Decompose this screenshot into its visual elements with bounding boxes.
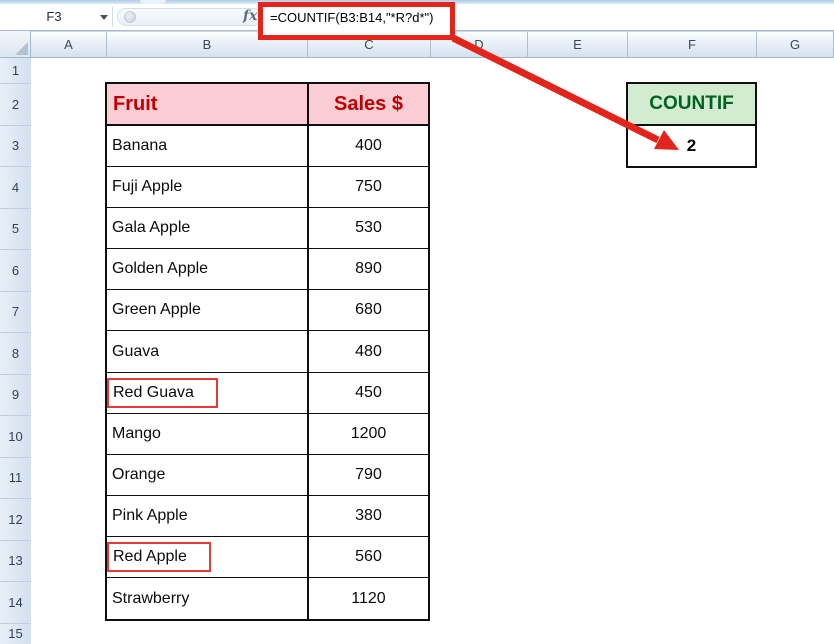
row-header-11[interactable]: 11: [0, 457, 31, 499]
sales-cell[interactable]: 400: [307, 126, 428, 167]
table-row: Gala Apple 530: [107, 208, 428, 250]
match-highlight-box: Red Apple: [107, 541, 211, 572]
select-all-triangle-icon: [15, 42, 28, 55]
countif-result-box: COUNTIF 2: [626, 82, 757, 168]
fruit-cell[interactable]: Mango: [112, 424, 161, 442]
table-row: Green Apple 680: [107, 290, 428, 332]
pill-circle-icon: [124, 11, 136, 23]
ribbon-tab-edge: [140, 0, 166, 4]
fruit-header-cell[interactable]: Fruit: [113, 92, 158, 115]
countif-label-cell[interactable]: COUNTIF: [628, 84, 755, 126]
row-header-2[interactable]: 2: [0, 84, 31, 126]
table-row: Orange 790: [107, 454, 428, 496]
fruit-cell[interactable]: Pink Apple: [112, 506, 188, 524]
sales-cell[interactable]: 1200: [307, 413, 428, 454]
formula-input[interactable]: =COUNTIF(B3:B14,"*R?d*"): [270, 10, 434, 25]
table-row: Mango 1200: [107, 413, 428, 455]
fruit-cell[interactable]: Strawberry: [112, 589, 190, 607]
row-header-5[interactable]: 5: [0, 208, 31, 250]
fruit-cell[interactable]: Banana: [112, 137, 168, 155]
fruit-cell[interactable]: Fuji Apple: [112, 178, 183, 196]
row-header-1[interactable]: 1: [0, 58, 31, 84]
sales-cell[interactable]: 750: [307, 167, 428, 208]
sales-cell[interactable]: 680: [307, 290, 428, 331]
countif-value-cell[interactable]: 2: [686, 136, 697, 155]
fruit-cell[interactable]: Green Apple: [112, 301, 201, 319]
row-header-column: 1 2 3 4 5 6 7 8 9 10 11 12 13 14 15: [0, 58, 31, 644]
sales-cell[interactable]: 890: [307, 249, 428, 290]
function-pill: [117, 8, 262, 26]
table-row: Red Guava 450: [107, 372, 428, 414]
fruit-sales-table: Fruit Sales $ Banana 400 Fuji Apple 750 Gala…: [105, 82, 430, 622]
row-header-14[interactable]: 14: [0, 582, 31, 624]
row-header-8[interactable]: 8: [0, 333, 31, 375]
column-header-A[interactable]: A: [31, 31, 107, 58]
table-row: Fuji Apple 750: [107, 167, 428, 209]
fruit-cell[interactable]: Red Apple: [107, 537, 307, 577]
column-header-B[interactable]: B: [107, 31, 308, 58]
row-header-10[interactable]: 10: [0, 416, 31, 458]
column-header-F[interactable]: F: [628, 31, 757, 58]
row-header-9[interactable]: 9: [0, 374, 31, 416]
sales-cell[interactable]: 1120: [307, 578, 428, 620]
fruit-cell[interactable]: Golden Apple: [112, 260, 209, 278]
table-row: Pink Apple 380: [107, 495, 428, 537]
row-header-4[interactable]: 4: [0, 167, 31, 209]
row-header-7[interactable]: 7: [0, 291, 31, 333]
row-header-3[interactable]: 3: [0, 125, 31, 167]
row-header-13[interactable]: 13: [0, 540, 31, 582]
select-all-corner[interactable]: [0, 31, 31, 58]
name-box-divider: [112, 7, 113, 27]
sales-cell[interactable]: 560: [307, 536, 428, 578]
fruit-cell[interactable]: Orange: [112, 465, 166, 483]
sales-header-cell[interactable]: Sales $: [307, 84, 428, 124]
fruit-table-body: Banana 400 Fuji Apple 750 Gala Apple 530 Golde…: [107, 126, 428, 620]
table-row: Red Apple 560: [107, 536, 428, 579]
column-header-E[interactable]: E: [528, 31, 628, 58]
column-header-G[interactable]: G: [757, 31, 834, 58]
fruit-cell[interactable]: Gala Apple: [112, 219, 191, 237]
sales-cell[interactable]: 380: [307, 495, 428, 536]
table-row: Banana 400: [107, 126, 428, 168]
name-box[interactable]: F3: [46, 9, 62, 24]
table-row: Golden Apple 890: [107, 249, 428, 291]
table-header-row: Fruit Sales $: [107, 84, 428, 126]
table-row: Guava 480: [107, 331, 428, 373]
sales-cell[interactable]: 790: [307, 454, 428, 495]
fruit-cell[interactable]: Red Guava: [107, 373, 307, 413]
sales-cell[interactable]: 480: [307, 331, 428, 372]
formula-highlight-rect: =COUNTIF(B3:B14,"*R?d*"): [258, 2, 455, 40]
fruit-cell[interactable]: Guava: [112, 342, 160, 360]
table-row: Strawberry 1120: [107, 578, 428, 620]
name-box-dropdown-icon[interactable]: [100, 15, 108, 20]
row-header-15[interactable]: 15: [0, 623, 31, 644]
row-header-12[interactable]: 12: [0, 499, 31, 541]
row-header-6[interactable]: 6: [0, 250, 31, 292]
match-highlight-box: Red Guava: [107, 377, 218, 408]
sales-cell[interactable]: 450: [307, 372, 428, 413]
insert-function-icon[interactable]: fx: [243, 8, 258, 24]
sales-cell[interactable]: 530: [307, 208, 428, 249]
